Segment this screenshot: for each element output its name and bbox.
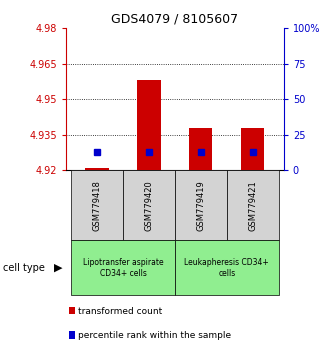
Bar [71, 240, 175, 296]
Bar [123, 171, 175, 240]
Bar [71, 171, 123, 240]
Text: ▶: ▶ [53, 263, 62, 273]
Bar [227, 171, 279, 240]
Bar [189, 128, 213, 171]
Text: transformed count: transformed count [78, 307, 162, 316]
Text: Lipotransfer aspirate
CD34+ cells: Lipotransfer aspirate CD34+ cells [83, 258, 163, 278]
Text: GSM779418: GSM779418 [93, 180, 102, 231]
Bar [241, 128, 264, 171]
Text: percentile rank within the sample: percentile rank within the sample [78, 331, 231, 340]
Text: cell type: cell type [3, 263, 45, 273]
Text: Leukapheresis CD34+
cells: Leukapheresis CD34+ cells [184, 258, 269, 278]
Bar [85, 168, 109, 171]
Text: GSM779419: GSM779419 [196, 180, 205, 231]
Text: GSM779420: GSM779420 [145, 180, 153, 231]
Text: GSM779421: GSM779421 [248, 180, 257, 231]
Bar [137, 80, 161, 171]
Bar [175, 171, 227, 240]
Title: GDS4079 / 8105607: GDS4079 / 8105607 [111, 13, 239, 26]
Bar [175, 240, 279, 296]
